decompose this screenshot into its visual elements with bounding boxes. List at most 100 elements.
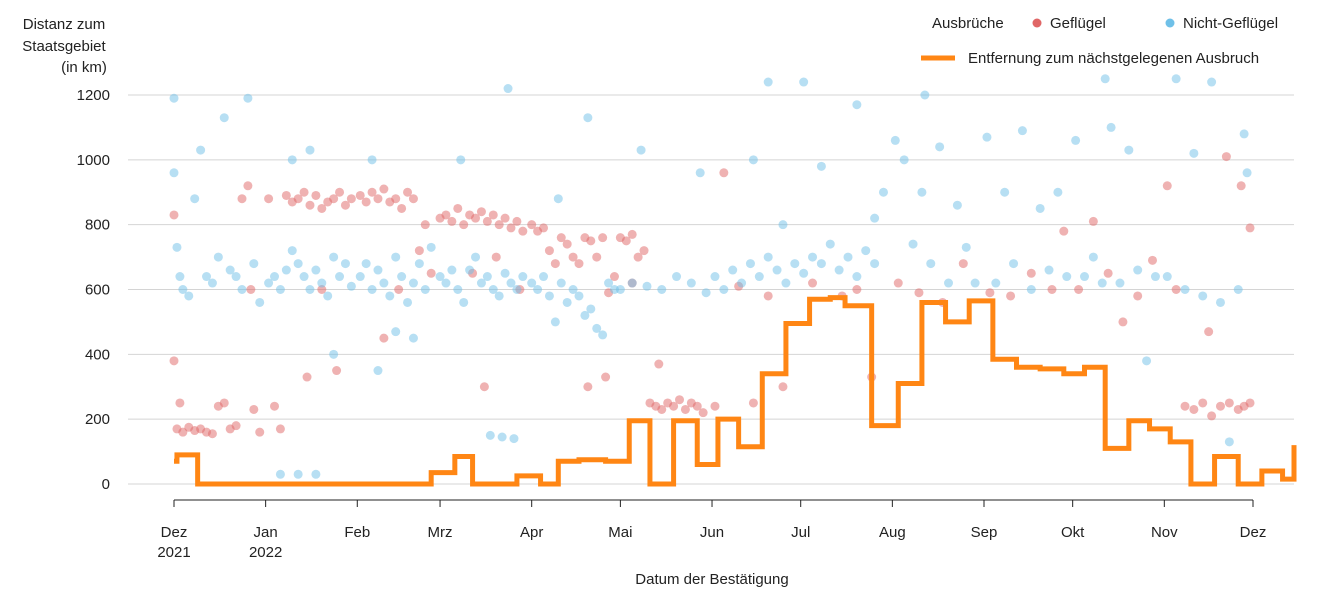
point-gefluegel-18 xyxy=(255,427,265,437)
point-nicht-gefluegel-129 xyxy=(890,135,900,145)
x-tick-label-11: Nov xyxy=(1151,524,1178,541)
point-nicht-gefluegel-30 xyxy=(335,272,345,282)
point-nicht-gefluegel-133 xyxy=(926,259,936,269)
point-gefluegel-131 xyxy=(1171,285,1181,294)
point-nicht-gefluegel-73 xyxy=(497,432,507,442)
point-nicht-gefluegel-57 xyxy=(441,278,451,288)
point-nicht-gefluegel-95 xyxy=(642,281,652,291)
y-tick-label-800: 800 xyxy=(85,217,110,234)
point-gefluegel-9 xyxy=(207,429,217,439)
point-nicht-gefluegel-40 xyxy=(361,259,371,269)
point-gefluegel-86 xyxy=(583,382,593,392)
point-nicht-gefluegel-75 xyxy=(503,84,513,94)
point-gefluegel-110 xyxy=(778,382,788,392)
point-nicht-gefluegel-149 xyxy=(1062,272,1072,282)
x-tick-label-3: Mrz xyxy=(428,524,453,541)
point-nicht-gefluegel-87 xyxy=(592,323,602,333)
point-nicht-gefluegel-120 xyxy=(843,252,853,262)
point-nicht-gefluegel-143 xyxy=(1009,259,1019,269)
point-nicht-gefluegel-41 xyxy=(367,285,377,294)
point-nicht-gefluegel-154 xyxy=(1106,122,1116,132)
point-nicht-gefluegel-132 xyxy=(917,187,927,197)
point-nicht-gefluegel-12 xyxy=(225,265,235,275)
point-gefluegel-38 xyxy=(361,197,371,207)
point-nicht-gefluegel-32 xyxy=(346,281,356,291)
point-nicht-gefluegel-94 xyxy=(627,278,637,288)
point-nicht-gefluegel-42 xyxy=(373,265,383,275)
point-nicht-gefluegel-147 xyxy=(1044,265,1054,275)
point-nicht-gefluegel-110 xyxy=(781,278,791,288)
point-nicht-gefluegel-119 xyxy=(834,265,844,275)
point-gefluegel-141 xyxy=(1245,223,1255,233)
point-gefluegel-127 xyxy=(1118,317,1128,327)
point-nicht-gefluegel-153 xyxy=(1097,278,1107,288)
point-nicht-gefluegel-38 xyxy=(329,349,339,359)
point-nicht-gefluegel-86 xyxy=(586,304,596,314)
point-gefluegel-99 xyxy=(680,404,690,414)
point-nicht-gefluegel-163 xyxy=(1180,285,1190,294)
y-axis-title-line-2: Staatsgebiet xyxy=(22,38,106,55)
point-nicht-gefluegel-171 xyxy=(1239,129,1249,139)
point-nicht-gefluegel-159 xyxy=(1150,272,1160,282)
point-nicht-gefluegel-125 xyxy=(799,77,809,87)
point-nicht-gefluegel-166 xyxy=(1207,77,1217,87)
point-nicht-gefluegel-0 xyxy=(169,93,179,103)
point-gefluegel-98 xyxy=(675,395,685,405)
point-gefluegel-77 xyxy=(562,239,572,249)
point-nicht-gefluegel-140 xyxy=(982,132,992,142)
point-nicht-gefluegel-77 xyxy=(533,285,543,294)
point-gefluegel-103 xyxy=(654,359,664,369)
point-nicht-gefluegel-53 xyxy=(391,327,401,337)
point-gefluegel-109 xyxy=(763,291,773,301)
point-nicht-gefluegel-107 xyxy=(754,272,764,282)
distance-line xyxy=(174,295,1297,487)
point-gefluegel-102 xyxy=(698,408,708,418)
point-nicht-gefluegel-89 xyxy=(604,278,614,288)
point-gefluegel-51 xyxy=(394,285,404,294)
point-nicht-gefluegel-59 xyxy=(453,285,463,294)
point-gefluegel-134 xyxy=(1198,398,1208,408)
point-nicht-gefluegel-46 xyxy=(397,272,407,282)
point-nicht-gefluegel-66 xyxy=(494,291,504,301)
point-nicht-gefluegel-124 xyxy=(878,187,888,197)
point-nicht-gefluegel-103 xyxy=(719,285,729,294)
point-gefluegel-142 xyxy=(1236,181,1246,191)
point-nicht-gefluegel-6 xyxy=(190,194,200,204)
point-gefluegel-3 xyxy=(175,398,185,408)
x-tick-label-12: Dez xyxy=(1240,524,1267,541)
y-axis-title-line-1: Distanz zum xyxy=(23,16,106,33)
point-gefluegel-101 xyxy=(692,401,702,411)
point-gefluegel-21 xyxy=(275,424,285,434)
point-gefluegel-133 xyxy=(1189,404,1199,414)
point-gefluegel-40 xyxy=(373,194,383,204)
point-gefluegel-25 xyxy=(299,187,309,197)
point-nicht-gefluegel-78 xyxy=(539,272,549,282)
point-gefluegel-15 xyxy=(243,181,253,191)
point-nicht-gefluegel-23 xyxy=(293,259,303,269)
point-nicht-gefluegel-121 xyxy=(852,272,862,282)
point-nicht-gefluegel-96 xyxy=(657,285,667,294)
x-tick-label-0: Dez xyxy=(161,524,188,541)
point-nicht-gefluegel-102 xyxy=(710,272,720,282)
point-nicht-gefluegel-45 xyxy=(391,252,401,262)
point-gefluegel-135 xyxy=(1207,411,1217,421)
x-tick-sublabel-0: 2021 xyxy=(157,544,190,561)
point-nicht-gefluegel-145 xyxy=(1026,285,1036,294)
point-nicht-gefluegel-51 xyxy=(426,242,436,252)
point-gefluegel-48 xyxy=(420,220,430,230)
point-nicht-gefluegel-13 xyxy=(231,272,241,282)
point-gefluegel-16 xyxy=(246,285,256,294)
point-gefluegel-32 xyxy=(340,200,350,210)
point-nicht-gefluegel-151 xyxy=(1079,272,1089,282)
point-gefluegel-17 xyxy=(249,404,259,414)
point-nicht-gefluegel-47 xyxy=(403,297,413,307)
point-gefluegel-76 xyxy=(556,233,566,243)
point-nicht-gefluegel-76 xyxy=(527,278,537,288)
point-gefluegel-97 xyxy=(669,401,679,411)
point-gefluegel-0 xyxy=(169,210,179,220)
point-nicht-gefluegel-50 xyxy=(420,285,430,294)
point-nicht-gefluegel-161 xyxy=(1162,272,1172,282)
point-gefluegel-11 xyxy=(219,398,229,408)
point-gefluegel-55 xyxy=(453,203,463,213)
